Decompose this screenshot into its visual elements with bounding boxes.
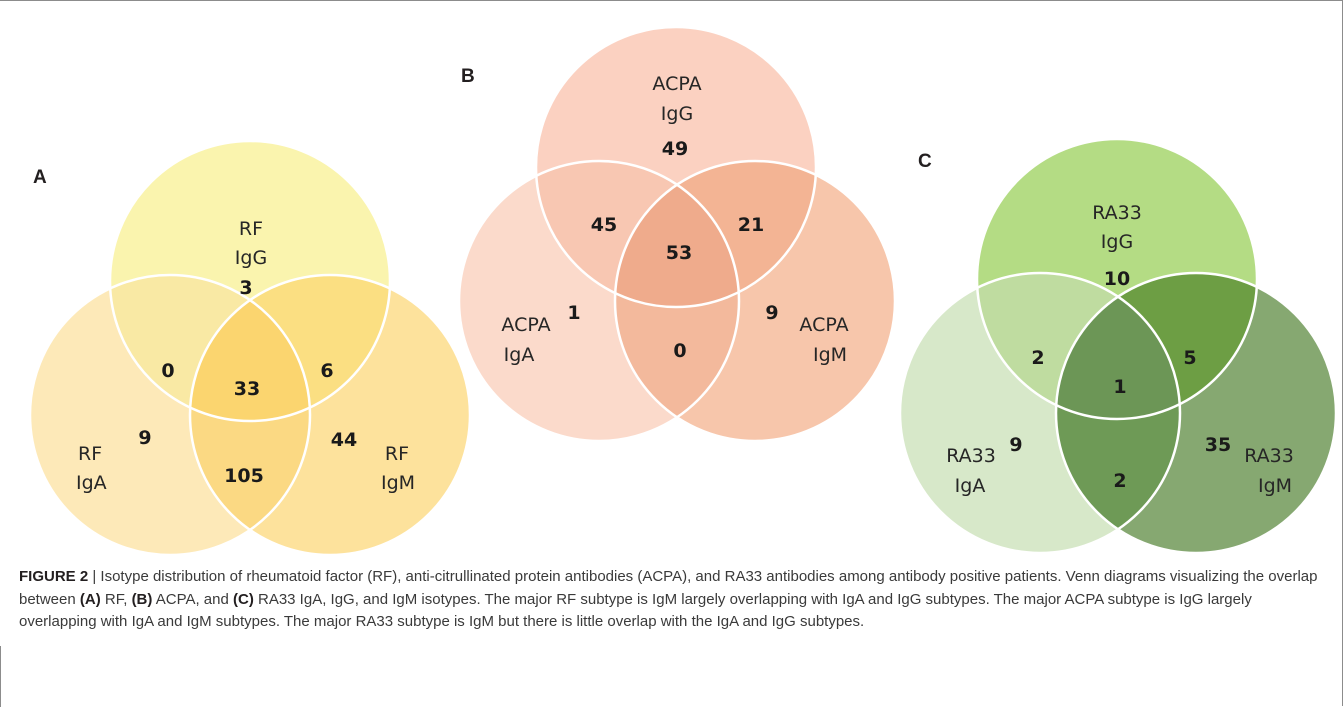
venn-b-count-top-right: 21	[738, 214, 764, 236]
venn-a-right-name: RF	[385, 443, 409, 465]
venn-a-count-top-right: 6	[320, 360, 333, 382]
venn-panel-c: C RA33 IgG RA33 IgA RA33 IgM 10 9 35 2 5…	[900, 139, 1336, 553]
venn-a-count-right-only: 44	[331, 429, 357, 451]
venn-c-count-top-right: 5	[1183, 347, 1196, 369]
venn-diagrams: A RF IgG RF IgA RF IgM 3 9 44 0 6 105 33	[0, 0, 1344, 560]
venn-b-count-top-only: 49	[662, 138, 688, 160]
venn-b-count-all: 53	[666, 242, 692, 264]
venn-c-count-right-only: 35	[1205, 434, 1231, 456]
venn-c-count-top-left: 2	[1031, 347, 1044, 369]
venn-b-count-left-right: 0	[673, 340, 686, 362]
venn-a-right-isotype: IgM	[381, 472, 415, 494]
venn-c-count-all: 1	[1113, 376, 1126, 398]
venn-b-left-name: ACPA	[501, 314, 550, 336]
venn-c-left-isotype: IgA	[955, 475, 986, 497]
venn-b-count-right-only: 9	[765, 302, 778, 324]
venn-a-count-top-only: 3	[239, 277, 252, 299]
caption-ref-c: (C)	[233, 591, 254, 608]
venn-b-count-left-only: 1	[567, 302, 580, 324]
figure-label: FIGURE 2	[19, 568, 88, 585]
venn-c-count-left-right: 2	[1113, 470, 1126, 492]
venn-a-top-isotype: IgG	[235, 247, 267, 269]
venn-b-right-name: ACPA	[799, 314, 848, 336]
caption-ref-b: (B)	[132, 591, 153, 608]
venn-a-top-name: RF	[239, 218, 263, 240]
venn-a-count-left-right: 105	[224, 465, 264, 487]
panel-letter-a: A	[33, 167, 47, 188]
caption-after-a: RF,	[101, 591, 132, 608]
panel-letter-b: B	[461, 66, 475, 87]
venn-b-top-isotype: IgG	[661, 103, 693, 125]
caption-separator: |	[88, 568, 100, 585]
venn-c-right-name: RA33	[1244, 445, 1294, 467]
venn-b-top-name: ACPA	[652, 73, 701, 95]
venn-b-count-top-left: 45	[591, 214, 617, 236]
venn-a-left-isotype: IgA	[76, 472, 107, 494]
venn-a-count-top-left: 0	[161, 360, 174, 382]
venn-c-count-left-only: 9	[1009, 434, 1022, 456]
caption-after-b: ACPA, and	[152, 591, 233, 608]
panel-letter-c: C	[918, 151, 932, 172]
venn-c-right-isotype: IgM	[1258, 475, 1292, 497]
venn-c-left-name: RA33	[946, 445, 996, 467]
venn-c-top-isotype: IgG	[1101, 231, 1133, 253]
venn-panel-a: A RF IgG RF IgA RF IgM 3 9 44 0 6 105 33	[30, 141, 470, 555]
venn-c-count-top-only: 10	[1104, 268, 1130, 290]
caption-ref-a: (A)	[80, 591, 101, 608]
venn-b-right-isotype: IgM	[813, 344, 847, 366]
figure-caption: FIGURE 2 | Isotype distribution of rheum…	[19, 566, 1329, 634]
venn-a-left-name: RF	[78, 443, 102, 465]
venn-a-count-all: 33	[234, 378, 260, 400]
venn-a-count-left-only: 9	[138, 427, 151, 449]
venn-panel-b: B ACPA IgG ACPA IgA ACPA IgM 49 1 9 45 2…	[459, 27, 895, 441]
venn-c-top-name: RA33	[1092, 202, 1142, 224]
venn-b-left-isotype: IgA	[504, 344, 535, 366]
